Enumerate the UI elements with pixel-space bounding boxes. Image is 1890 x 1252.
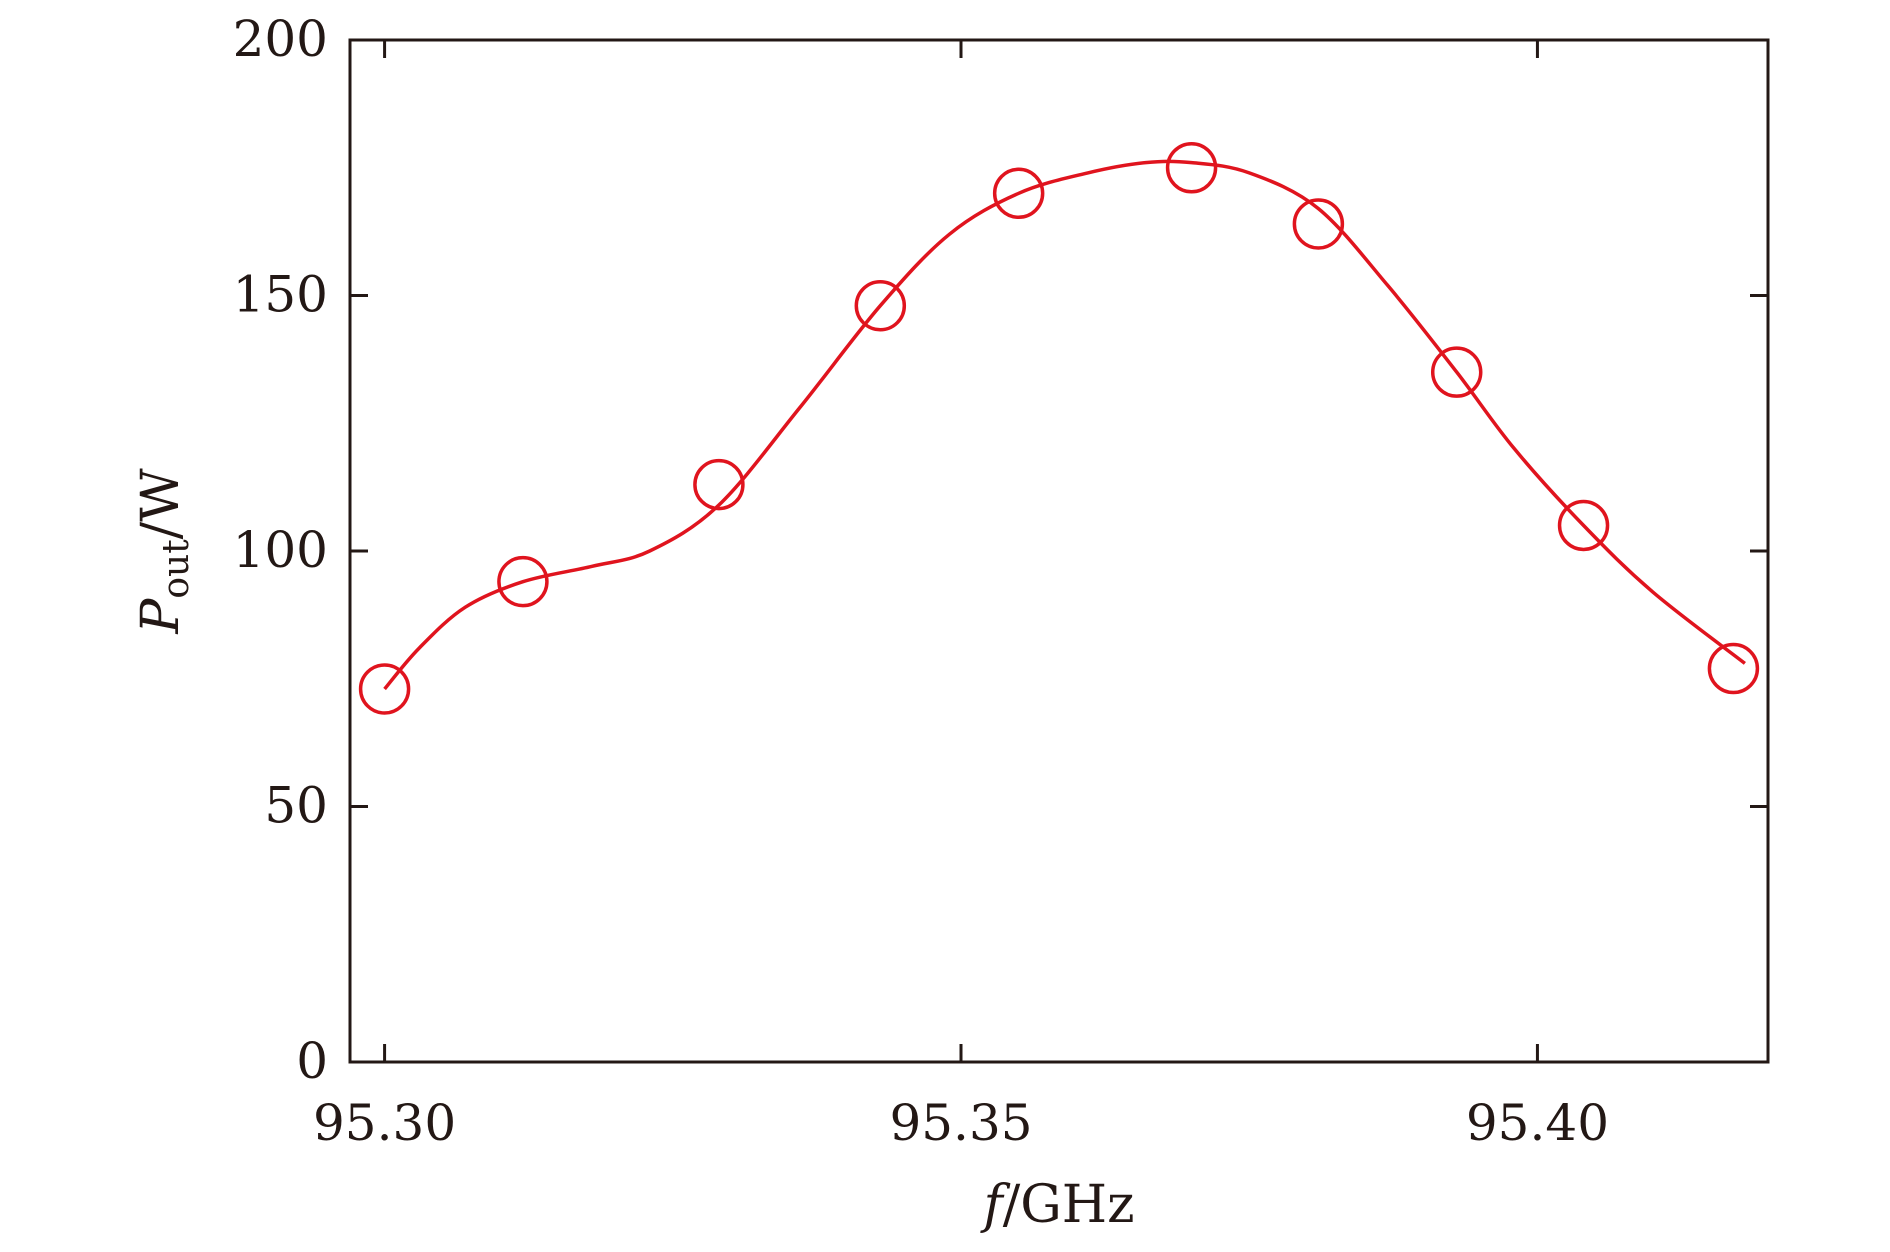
y-axis-sub: out — [156, 539, 197, 599]
series-markers — [358, 142, 1760, 715]
y-axis-unit: W — [131, 468, 191, 522]
x-ticks — [383, 40, 1539, 1062]
x-tick-label: 95.40 — [1466, 1094, 1609, 1152]
y-axis-label: Pout/W — [131, 468, 197, 635]
data-point-marker — [854, 279, 907, 332]
data-point-marker — [497, 555, 549, 608]
series-line — [383, 159, 1746, 691]
x-tick-label: 95.35 — [889, 1094, 1032, 1152]
data-point-marker — [1557, 499, 1610, 552]
series-curve — [383, 159, 1746, 691]
data-point-marker — [992, 167, 1045, 220]
data-point-marker — [1430, 346, 1483, 398]
y-tick-label: 200 — [233, 10, 328, 68]
y-tick-label: 50 — [264, 777, 328, 835]
data-point-marker — [1707, 642, 1760, 695]
data-point-marker — [1165, 142, 1218, 194]
y-axis-var: P — [131, 598, 191, 635]
y-tick-label: 150 — [233, 266, 328, 324]
y-axis-sep: / — [131, 521, 191, 539]
y-tick-label: 100 — [233, 521, 328, 579]
y-tick-labels: 0 50 100 150 200 — [233, 10, 328, 1090]
x-tick-labels: 95.30 95.35 95.40 — [313, 1094, 1609, 1152]
x-axis-sep: / — [1003, 1175, 1021, 1235]
data-point-marker — [1292, 198, 1345, 250]
x-tick-label: 95.30 — [313, 1094, 456, 1152]
data-point-marker — [358, 663, 411, 715]
x-axis-label: f/GHz — [979, 1175, 1134, 1235]
x-axis-unit: GHz — [1020, 1175, 1134, 1235]
data-point-marker — [693, 458, 745, 511]
y-ticks — [350, 38, 1768, 1064]
y-tick-label: 0 — [296, 1032, 328, 1090]
plot-frame — [348, 38, 1770, 1064]
